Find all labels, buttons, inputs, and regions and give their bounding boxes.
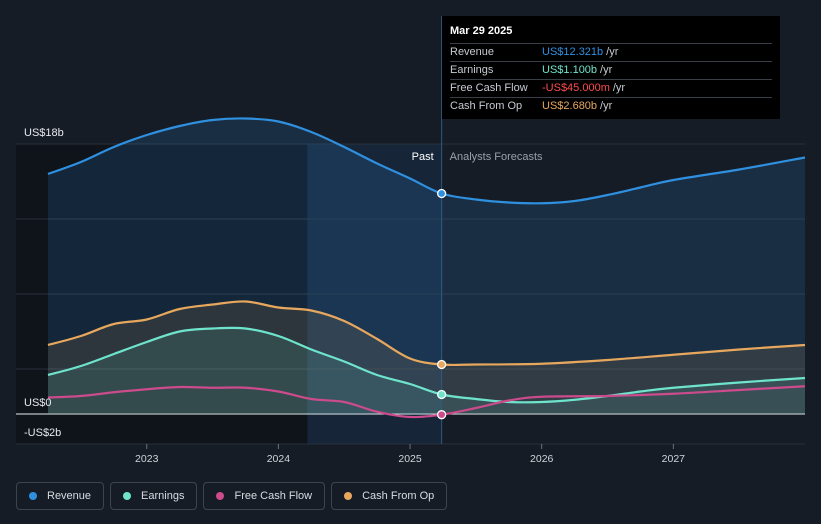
tooltip-label: Free Cash Flow — [450, 82, 528, 94]
y-axis-label-min: -US$2b — [24, 427, 61, 439]
legend-item-revenue[interactable]: Revenue — [16, 482, 105, 510]
tooltip: Mar 29 2025 Revenue US$12.321b /yr Earni… — [442, 16, 780, 119]
cash_from_op-marker — [436, 359, 447, 370]
tooltip-date: Mar 29 2025 — [450, 25, 513, 37]
past-label: Past — [412, 151, 434, 163]
tooltip-row-revenue: Revenue US$12.321b /yr — [450, 43, 772, 61]
earnings-dot-icon — [123, 492, 132, 500]
legend-item-cash-from-op[interactable]: Cash From Op — [331, 482, 448, 510]
tooltip-row-earnings: Earnings US$1.100b /yr — [450, 61, 772, 79]
x-tick-label: 2023 — [135, 453, 159, 465]
tooltip-unit: /yr — [606, 46, 619, 58]
x-tick-label: 2025 — [398, 453, 422, 465]
earnings-marker — [436, 389, 447, 400]
cash_from_op-line — [47, 300, 806, 367]
free_cash_flow-marker — [436, 410, 447, 420]
tooltip-value: US$1.100b — [542, 64, 598, 76]
y-axis-label-max: US$18b — [24, 127, 64, 139]
tooltip-unit: /yr — [600, 64, 613, 76]
x-tick-label: 2026 — [530, 453, 554, 465]
revenue-dot-icon — [29, 492, 37, 500]
free-cash-flow-dot-icon — [216, 492, 225, 500]
cash-from-op-dot-icon — [344, 492, 353, 500]
legend-label: Earnings — [141, 490, 185, 502]
tooltip-label: Revenue — [450, 46, 495, 58]
cash_from_op-area — [48, 301, 805, 414]
legend-label: Free Cash Flow — [234, 490, 313, 502]
tooltip-value: -US$45.000m — [542, 82, 610, 94]
tooltip-row-free-cash-flow: Free Cash Flow -US$45.000m /yr — [450, 79, 772, 97]
series-lines — [47, 117, 806, 419]
legend-item-free-cash-flow[interactable]: Free Cash Flow — [203, 482, 326, 510]
revenue-area — [48, 118, 805, 414]
tooltip-unit: /yr — [600, 100, 613, 112]
y-axis-label-zero: US$0 — [24, 397, 52, 409]
tooltip-markers — [436, 188, 447, 420]
series-areas — [48, 118, 805, 414]
legend-label: Cash From Op — [362, 490, 435, 502]
x-axis-ticks: 2023 2024 2025 2026 2027 — [135, 444, 685, 465]
free_cash_flow-line — [47, 385, 806, 419]
x-tick-label: 2027 — [662, 453, 686, 465]
tooltip-value: US$12.321b — [542, 46, 604, 58]
legend-item-earnings[interactable]: Earnings — [110, 482, 198, 510]
earnings-line — [47, 326, 806, 404]
tooltip-label: Earnings — [450, 64, 494, 76]
legend: Revenue Earnings Free Cash Flow Cash Fro… — [16, 482, 448, 510]
tooltip-row-cash-from-op: Cash From Op US$2.680b /yr — [450, 97, 772, 115]
revenue-marker — [436, 188, 447, 199]
x-tick-label: 2024 — [267, 453, 291, 465]
tooltip-unit: /yr — [612, 82, 626, 94]
legend-label: Revenue — [47, 490, 92, 502]
tooltip-value: US$2.680b — [542, 100, 598, 112]
forecast-label: Analysts Forecasts — [450, 151, 543, 163]
revenue-line — [47, 117, 806, 205]
tooltip-label: Cash From Op — [450, 100, 523, 112]
earnings-area — [48, 327, 805, 414]
